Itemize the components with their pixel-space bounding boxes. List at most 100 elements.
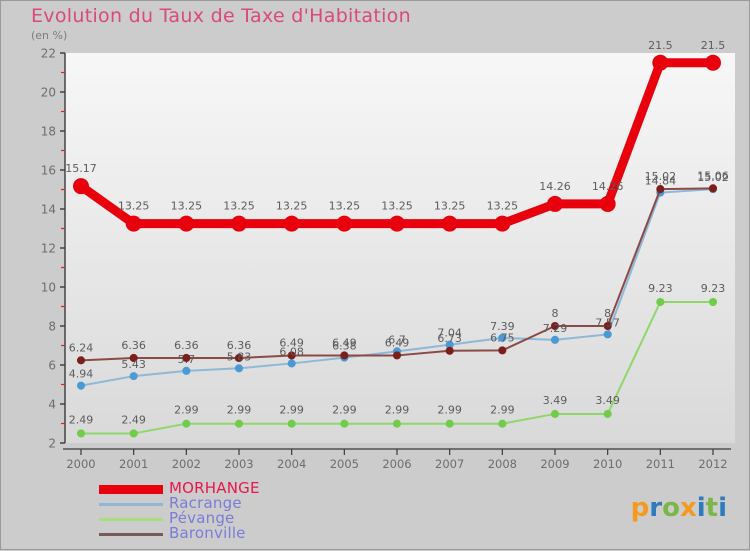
series-pévange — [76, 297, 718, 438]
data-point-label: 9.23 — [648, 282, 673, 295]
data-point-label: 6.36 — [174, 339, 199, 352]
y-axis-tick-label: 2 — [48, 437, 56, 451]
data-point-label: 6.49 — [279, 336, 304, 349]
proxiti-logo[interactable]: proxiti — [631, 493, 727, 523]
data-point-label: 13.25 — [329, 200, 361, 213]
x-axis-tick-label: 2000 — [66, 457, 95, 471]
data-point-label: 2.99 — [332, 404, 357, 417]
data-point-label: 6.24 — [69, 341, 94, 354]
legend-label-morhange: MORHANGE — [169, 479, 260, 497]
data-point-label: 21.5 — [648, 39, 673, 52]
data-point-label: 6.49 — [332, 336, 357, 349]
y-axis-tick-label: 4 — [48, 398, 56, 412]
data-point-label: 4.94 — [69, 368, 94, 381]
chart-legend: MORHANGE Racrange Pévange Baronville — [99, 479, 399, 542]
y-axis-tick-label: 16 — [41, 164, 56, 178]
data-point-label: 13.25 — [434, 200, 466, 213]
data-point-label: 21.5 — [701, 39, 726, 52]
data-point-label: 13.25 — [118, 200, 150, 213]
x-axis-tick-label: 2008 — [488, 457, 517, 471]
x-axis-tick-label: 2007 — [435, 457, 464, 471]
data-point-label: 14.26 — [539, 180, 571, 193]
legend-label-baronville: Baronville — [169, 524, 246, 542]
data-point-label: 7.39 — [490, 320, 515, 333]
x-axis-tick-label: 2005 — [330, 457, 359, 471]
data-point-label: 14.26 — [592, 180, 624, 193]
data-point-label: 2.49 — [69, 413, 94, 426]
data-point-label: 5.83 — [227, 350, 252, 363]
data-point-label: 13.25 — [223, 200, 255, 213]
y-axis-tick-label: 10 — [41, 281, 56, 295]
data-point-label: 2.99 — [437, 404, 462, 417]
legend-label-pevange: Pévange — [169, 509, 235, 527]
data-point-label: 3.49 — [543, 394, 568, 407]
x-axis-tick-label: 2009 — [540, 457, 569, 471]
legend-item-pevange[interactable]: Pévange — [99, 509, 399, 527]
data-point-label: 3.49 — [595, 394, 620, 407]
legend-item-baronville[interactable]: Baronville — [99, 524, 399, 542]
logo-letter-i: i — [696, 493, 706, 523]
data-point-label: 6.49 — [385, 336, 410, 349]
data-point-label: 13.25 — [487, 200, 519, 213]
data-point-label: 15.02 — [645, 170, 677, 183]
legend-swatch-racrange — [99, 503, 163, 506]
series-baronville — [76, 184, 718, 365]
data-point-label: 8 — [552, 307, 559, 320]
legend-swatch-pevange — [99, 518, 163, 521]
y-axis-tick-label: 12 — [41, 242, 56, 256]
logo-letter-t: t — [705, 493, 719, 523]
data-point-label: 15.06 — [697, 169, 729, 182]
page-title: Evolution du Taux de Taxe d'Habitation — [31, 5, 411, 27]
x-axis-tick-label: 2003 — [224, 457, 253, 471]
data-point-label: 6.7 — [388, 333, 406, 346]
data-point-label: 6.73 — [437, 332, 462, 345]
data-point-label: 6.38 — [332, 340, 357, 353]
x-axis-tick-label: 2010 — [593, 457, 622, 471]
x-axis-tick-label: 2001 — [119, 457, 148, 471]
x-axis-tick-label: 2012 — [698, 457, 727, 471]
x-axis-tick-label: 2002 — [172, 457, 201, 471]
logo-letter-x: x — [679, 493, 697, 523]
data-point-label: 2.99 — [385, 404, 410, 417]
data-point-label: 13.25 — [276, 200, 308, 213]
data-point-label: 8 — [604, 307, 611, 320]
x-axis-tick-label: 2004 — [277, 457, 306, 471]
data-point-label: 2.49 — [121, 413, 146, 426]
data-point-label: 7.29 — [543, 322, 568, 335]
data-point-label: 7.04 — [437, 327, 462, 340]
y-axis-tick-label: 14 — [41, 203, 56, 217]
data-point-label: 6.36 — [121, 339, 146, 352]
series-morhange — [73, 54, 721, 232]
y-axis-tick-label: 6 — [48, 359, 56, 373]
logo-letter-p: p — [630, 493, 650, 523]
y-axis-tick-label: 8 — [48, 320, 56, 334]
data-point-label: 13.25 — [171, 200, 203, 213]
data-point-label: 9.23 — [701, 282, 726, 295]
data-point-label: 7.57 — [595, 316, 620, 329]
data-point-label: 14.84 — [645, 175, 677, 188]
logo-letter-o: o — [662, 493, 680, 523]
legend-item-racrange[interactable]: Racrange — [99, 494, 399, 512]
data-point-label: 6.08 — [279, 345, 304, 358]
plot-background — [65, 53, 735, 443]
logo-letter-r: r — [649, 493, 663, 523]
y-axis-tick-label: 20 — [41, 86, 56, 100]
x-axis-tick-label: 2006 — [382, 457, 411, 471]
data-point-label: 6.36 — [227, 339, 252, 352]
legend-swatch-morhange — [99, 485, 163, 494]
legend-swatch-baronville — [99, 533, 163, 536]
data-point-label: 15.17 — [65, 162, 97, 175]
x-axis-tick-label: 2011 — [646, 457, 675, 471]
data-point-label: 2.99 — [174, 404, 199, 417]
data-point-label: 15.02 — [697, 171, 729, 184]
data-point-label: 5.43 — [121, 358, 146, 371]
data-point-label: 2.99 — [227, 404, 252, 417]
data-point-label: 2.99 — [279, 404, 304, 417]
data-point-label: 6.75 — [490, 331, 515, 344]
y-axis-tick-label: 18 — [41, 125, 56, 139]
data-point-label: 2.99 — [490, 404, 515, 417]
legend-item-morhange[interactable]: MORHANGE — [99, 479, 399, 497]
